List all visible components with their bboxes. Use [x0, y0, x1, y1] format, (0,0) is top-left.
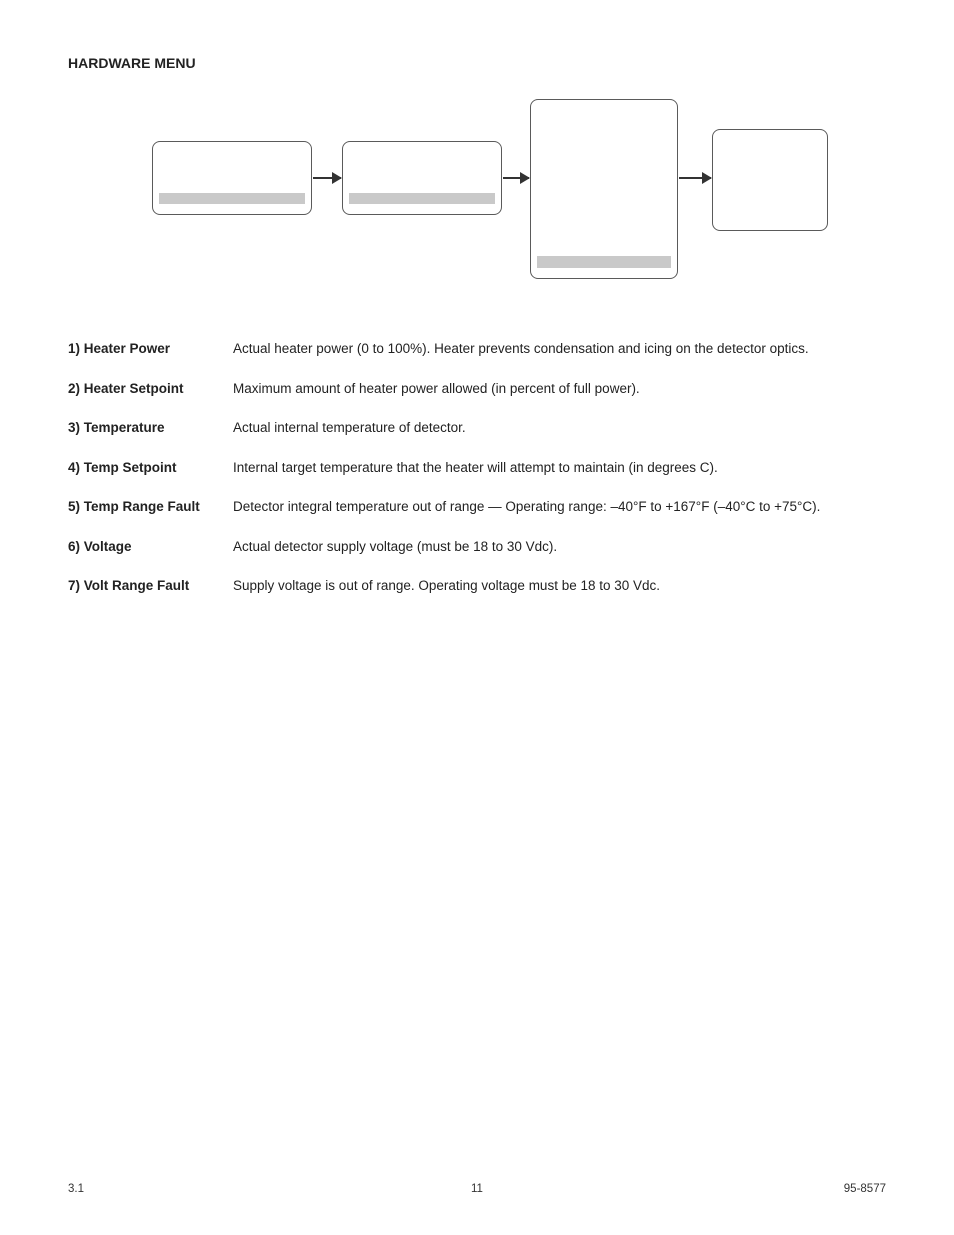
definition-term: 1) Heater Power — [68, 339, 233, 359]
definitions-list: 1) Heater PowerActual heater power (0 to… — [68, 339, 886, 596]
definition-desc: Supply voltage is out of range. Operatin… — [233, 576, 886, 596]
diagram-box-4 — [712, 129, 828, 231]
definition-desc: Actual internal temperature of detector. — [233, 418, 886, 438]
definition-term: 4) Temp Setpoint — [68, 458, 233, 478]
definition-desc: Actual heater power (0 to 100%). Heater … — [233, 339, 886, 359]
definition-term: 7) Volt Range Fault — [68, 576, 233, 596]
definition-desc: Actual detector supply voltage (must be … — [233, 537, 886, 557]
definition-desc: Detector integral temperature out of ran… — [233, 497, 886, 517]
definition-desc: Maximum amount of heater power allowed (… — [233, 379, 886, 399]
definition-desc: Internal target temperature that the hea… — [233, 458, 886, 478]
definition-term: 3) Temperature — [68, 418, 233, 438]
definition-row: 3) TemperatureActual internal temperatur… — [68, 418, 886, 438]
diagram-box-2 — [342, 141, 502, 215]
footer-center: 11 — [68, 1183, 886, 1195]
definition-row: 7) Volt Range FaultSupply voltage is out… — [68, 576, 886, 596]
definition-row: 4) Temp SetpointInternal target temperat… — [68, 458, 886, 478]
definition-row: 6) VoltageActual detector supply voltage… — [68, 537, 886, 557]
page-footer: 3.1 11 95-8577 — [68, 1183, 886, 1195]
diagram-box-shade — [537, 256, 671, 268]
diagram-box-shade — [349, 193, 495, 204]
definition-term: 2) Heater Setpoint — [68, 379, 233, 399]
section-title: HARDWARE MENU — [68, 55, 886, 71]
diagram-box-shade — [159, 193, 305, 204]
diagram-arrow-3 — [679, 177, 711, 179]
page: HARDWARE MENU 1) Heater PowerActual heat… — [0, 0, 954, 1235]
diagram-box-1 — [152, 141, 312, 215]
diagram-arrow-2 — [503, 177, 529, 179]
definition-row: 5) Temp Range FaultDetector integral tem… — [68, 497, 886, 517]
definition-term: 6) Voltage — [68, 537, 233, 557]
diagram-arrow-1 — [313, 177, 341, 179]
definition-row: 1) Heater PowerActual heater power (0 to… — [68, 339, 886, 359]
definition-row: 2) Heater SetpointMaximum amount of heat… — [68, 379, 886, 399]
definition-term: 5) Temp Range Fault — [68, 497, 233, 517]
diagram-box-3 — [530, 99, 678, 279]
hardware-menu-diagram — [117, 99, 837, 289]
